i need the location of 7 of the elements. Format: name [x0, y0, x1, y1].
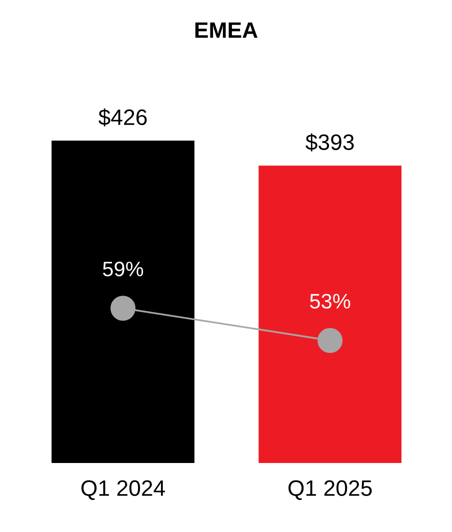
data-label: $426: [98, 108, 147, 126]
x-tick-label: Q1 2024: [81, 480, 165, 500]
x-tick-label: Q1 2025: [288, 480, 372, 500]
data-label: 59%: [102, 262, 144, 276]
data-label: 53%: [310, 294, 350, 309]
chart-title: EMEA: [195, 22, 258, 38]
data-label: $393: [306, 133, 354, 152]
